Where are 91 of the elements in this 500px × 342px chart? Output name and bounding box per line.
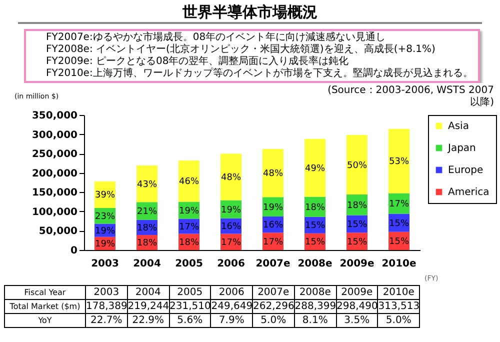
y-tick-label: 0	[70, 246, 78, 256]
text: 313,513	[378, 300, 420, 314]
text: 249,649	[210, 300, 253, 314]
text: 298,490	[336, 300, 378, 314]
annotation: 15%	[346, 220, 368, 230]
y-tick-label: 250,000	[32, 149, 78, 160]
text: FY2010e:上海万博、ワールドカップ等のイベントが市場を下支え。堅調な成長が見込まれる。	[46, 68, 474, 80]
text: 5.6%	[169, 314, 211, 328]
y-tick-label: 350,000	[32, 110, 78, 122]
category-label: 2009e	[341, 286, 373, 298]
annotation: 19%	[94, 239, 116, 250]
annotation: 19%	[178, 206, 200, 216]
y-tick-label: 300,000	[32, 130, 78, 141]
category-label: 2006	[218, 286, 244, 298]
annotation: 18%	[304, 202, 326, 213]
text: FY2007e:ゆるやかな市場成長。08年のイベント年に向け減速感ない見通し	[46, 32, 387, 44]
annotation: 15%	[304, 221, 326, 232]
text: 5.0%	[252, 314, 294, 328]
bar	[220, 154, 242, 200]
annotation: 16%	[262, 220, 284, 231]
text: 178,389	[86, 300, 128, 314]
annotation: 49%	[304, 164, 326, 174]
annotation: 18%	[136, 223, 158, 234]
annotation: 15%	[388, 236, 410, 247]
text: (Source：2003-2006, WSTS 2007以降)	[326, 85, 494, 109]
bar	[388, 128, 410, 194]
x-tick-label: 2010e	[382, 258, 417, 270]
annotation: 18%	[346, 200, 368, 211]
x-tick-label: 2004	[133, 258, 161, 270]
annotation: 48%	[220, 172, 242, 183]
annotation: 50%	[346, 160, 368, 171]
text: 7.9%	[210, 314, 252, 328]
annotation: 16%	[220, 222, 242, 232]
legend-label: Japan	[447, 143, 476, 154]
bar	[346, 135, 368, 194]
legend-label: Asia	[448, 121, 469, 132]
category-label: 2007e	[258, 286, 290, 298]
category-label: 2010e	[382, 286, 414, 298]
annotation: 19%	[220, 205, 242, 216]
category-label: 2004	[135, 286, 161, 298]
legend-label: Europe	[448, 165, 484, 176]
annotation: 43%	[136, 180, 158, 190]
annotation: 15%	[388, 218, 410, 229]
category-label: 2008e	[299, 286, 331, 298]
annotation: 21%	[136, 207, 158, 218]
bar	[178, 160, 200, 202]
y-tick-label: 150,000	[32, 188, 78, 199]
x-tick-label: 2007e	[256, 258, 291, 270]
annotation: 17%	[178, 222, 200, 232]
y-tick-label: 200,000	[32, 168, 78, 180]
x-tick-label: 2003	[91, 258, 119, 270]
annotation: 17%	[388, 200, 410, 210]
y-tick-label: 50,000	[38, 226, 78, 238]
legend-label: America	[448, 187, 490, 198]
annotation: 18%	[136, 238, 158, 248]
bar	[262, 148, 284, 198]
text: Total Market ($m)	[4, 300, 86, 314]
annotation: 39%	[94, 190, 116, 201]
text: Fiscal Year	[4, 286, 86, 300]
text: 22.7%	[86, 314, 128, 328]
x-tick-label: 2005	[175, 258, 203, 270]
text: 231,510	[169, 300, 211, 314]
y-tick-label: 100,000	[32, 206, 78, 218]
category-label: 2005	[177, 286, 203, 298]
bar	[304, 138, 326, 197]
x-tick-label: 2006	[217, 258, 245, 270]
category-label: 2003	[94, 286, 120, 298]
annotation: 15%	[304, 238, 326, 248]
annotation: 48%	[262, 169, 284, 180]
text: 22.9%	[127, 314, 169, 328]
bar	[136, 166, 158, 202]
annotation: 17%	[220, 238, 242, 248]
text: 262,296	[252, 300, 294, 314]
annotation: 17%	[262, 237, 284, 248]
annotation: 23%	[94, 212, 116, 222]
text: FY2009e: ピークとなる08年の翌年、調整局面に入り成長率は鈍化	[46, 56, 350, 68]
text: 8.1%	[294, 314, 336, 328]
annotation: 19%	[94, 226, 116, 236]
text: 5.0%	[378, 314, 420, 328]
annotation: 19%	[262, 202, 284, 213]
text: 3.5%	[336, 314, 378, 328]
text: 288,399	[294, 300, 336, 314]
x-tick-label: 2008e	[298, 258, 333, 270]
annotation: 15%	[346, 237, 368, 248]
annotation: 53%	[388, 157, 410, 168]
x-tick-label: 2009e	[340, 258, 375, 270]
chart-title: 世界半導体市場概況	[18, 2, 482, 24]
text: YoY	[4, 314, 86, 328]
text: FY2008e: イベントイヤー(北京オリンピック・米国大統領選)を迎え、高成長(+8.1%)	[46, 44, 436, 56]
annotation: 46%	[178, 177, 200, 188]
annotation: 18%	[178, 238, 200, 248]
